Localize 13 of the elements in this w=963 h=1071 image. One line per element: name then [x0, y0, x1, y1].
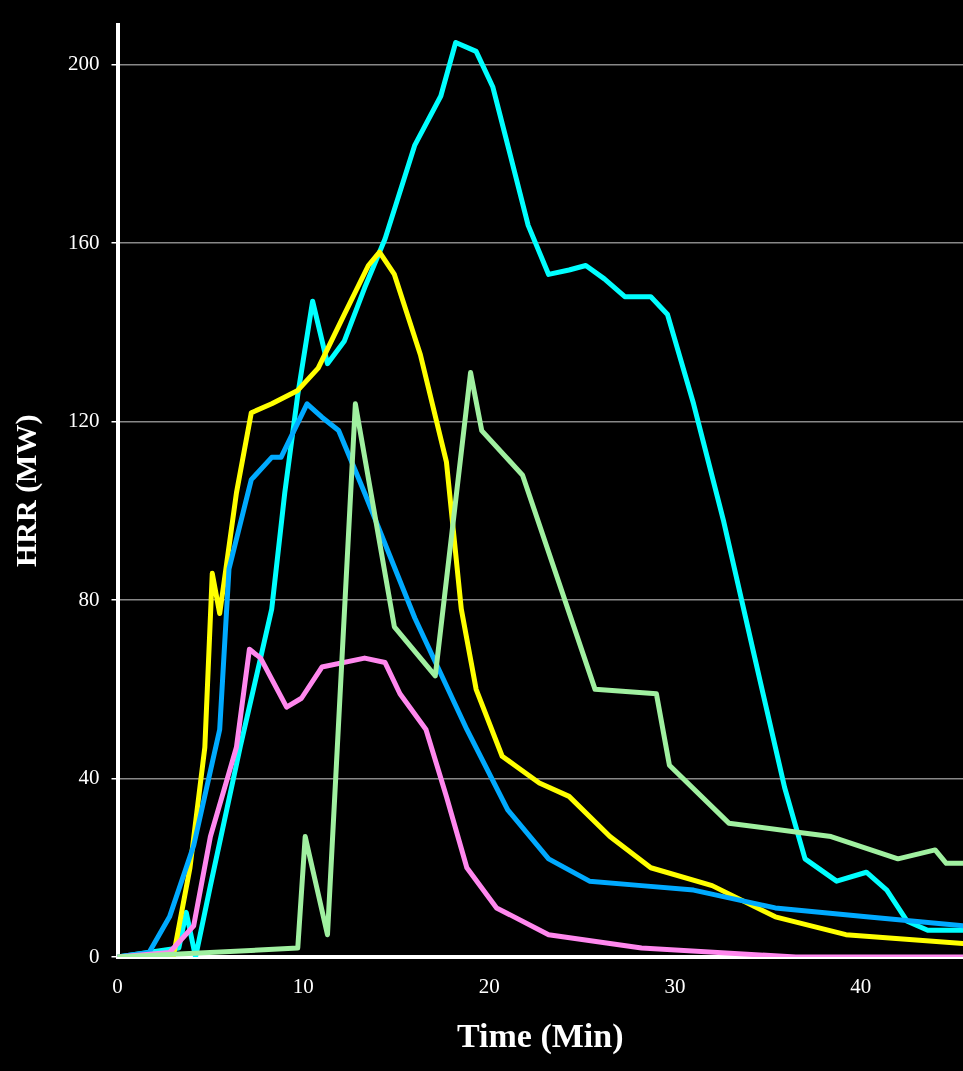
x-tick-label: 10: [292, 974, 314, 999]
y-tick-label: 40: [78, 765, 100, 790]
x-axis-title: Time (Min): [456, 1017, 624, 1056]
x-tick-label: 40: [850, 974, 872, 999]
x-tick-label: 20: [478, 974, 500, 999]
y-tick-label: 80: [78, 586, 100, 611]
y-tick-label: 160: [68, 229, 100, 254]
y-tick-label: 0: [89, 943, 100, 968]
x-tick-label: 30: [664, 974, 686, 999]
y-axis-title: HRR (MW): [8, 414, 43, 568]
y-tick-label: 120: [68, 408, 100, 433]
x-tick-label: 0: [112, 974, 123, 999]
y-tick-label: 200: [68, 51, 100, 76]
